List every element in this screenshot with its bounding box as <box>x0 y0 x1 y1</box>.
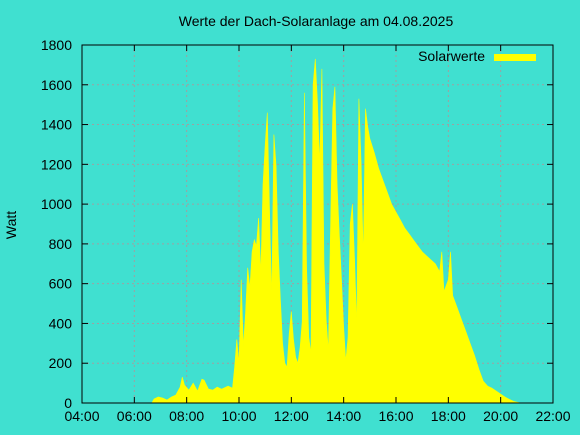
x-tick-label: 08:00 <box>169 408 204 424</box>
y-tick-label: 600 <box>49 276 73 292</box>
series-area-solarwerte <box>151 58 521 404</box>
y-tick-label: 0 <box>64 395 72 411</box>
legend-label-solarwerte: Solarwerte <box>418 48 485 64</box>
x-tick-label: 16:00 <box>378 408 413 424</box>
legend-swatch-solarwerte <box>494 54 536 61</box>
x-tick-label: 14:00 <box>326 408 361 424</box>
y-tick-label: 1400 <box>41 117 72 133</box>
y-tick-label: 1600 <box>41 77 72 93</box>
x-tick-label: 12:00 <box>274 408 309 424</box>
x-tick-label: 18:00 <box>431 408 466 424</box>
y-axis-label: Watt <box>3 211 19 239</box>
y-tick-label: 800 <box>49 236 73 252</box>
y-tick-label: 1800 <box>41 37 72 53</box>
y-tick-label: 400 <box>49 315 73 331</box>
y-tick-label: 1000 <box>41 196 72 212</box>
legend: Solarwerte <box>418 48 536 64</box>
x-tick-label: 10:00 <box>221 408 256 424</box>
plot-area <box>151 58 521 404</box>
y-tick-label: 1200 <box>41 156 72 172</box>
x-tick-label: 04:00 <box>64 408 99 424</box>
chart-title: Werte der Dach-Solaranlage am 04.08.2025 <box>179 13 454 29</box>
x-tick-label: 06:00 <box>117 408 152 424</box>
y-tick-label: 200 <box>49 355 73 371</box>
x-tick-label: 20:00 <box>483 408 518 424</box>
x-tick-label: 22:00 <box>535 408 570 424</box>
plot-frame <box>81 44 554 404</box>
plot-border <box>81 44 554 404</box>
axis-ticks: 0 200 400 600 800 1000 1200 1400 1600 1800 04:00 06… <box>41 37 571 424</box>
